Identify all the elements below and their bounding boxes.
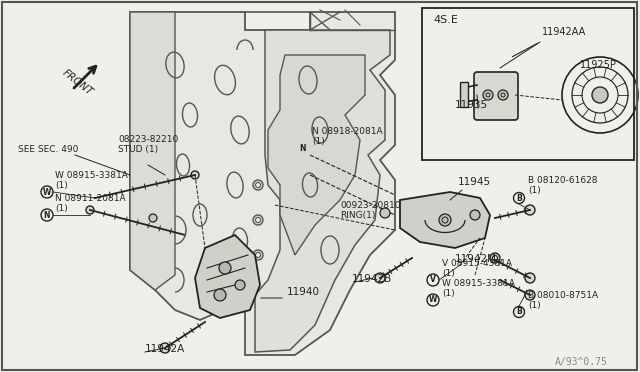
Text: W: W — [429, 295, 437, 305]
Circle shape — [525, 205, 535, 215]
Text: V: V — [430, 276, 436, 285]
Text: 11940: 11940 — [287, 287, 320, 297]
Text: 08223-82210
STUD (1): 08223-82210 STUD (1) — [118, 135, 179, 154]
Text: 11942M: 11942M — [455, 254, 497, 264]
Circle shape — [253, 250, 263, 260]
Text: B 08120-61628
(1): B 08120-61628 (1) — [528, 176, 598, 195]
Text: FRONT: FRONT — [60, 67, 94, 97]
Text: B 08010-8751A
(1): B 08010-8751A (1) — [528, 291, 598, 310]
Circle shape — [255, 253, 260, 257]
Circle shape — [160, 343, 170, 353]
Circle shape — [253, 215, 263, 225]
Circle shape — [470, 210, 480, 220]
Circle shape — [490, 253, 500, 263]
FancyBboxPatch shape — [474, 72, 518, 120]
Text: 4S.E: 4S.E — [433, 15, 458, 25]
Circle shape — [525, 290, 535, 300]
Bar — [460, 82, 468, 107]
Circle shape — [255, 183, 260, 187]
Circle shape — [214, 289, 226, 301]
Text: N 08918-2081A
(1): N 08918-2081A (1) — [312, 126, 383, 146]
Text: 11925P: 11925P — [580, 60, 617, 70]
Circle shape — [137, 194, 149, 206]
Text: 11935: 11935 — [455, 100, 488, 110]
Polygon shape — [268, 55, 365, 255]
Circle shape — [86, 206, 94, 214]
Text: V 08915-4381A
(1): V 08915-4381A (1) — [442, 259, 512, 278]
Circle shape — [493, 256, 497, 260]
Text: 11942AA: 11942AA — [542, 27, 586, 37]
Polygon shape — [130, 12, 395, 355]
Text: B: B — [516, 193, 522, 202]
Text: B: B — [516, 308, 522, 317]
Bar — [422, 8, 634, 160]
Text: A/93^0.75: A/93^0.75 — [555, 357, 608, 367]
Text: 11945: 11945 — [458, 177, 491, 187]
Circle shape — [592, 87, 608, 103]
Polygon shape — [195, 235, 260, 318]
Polygon shape — [130, 12, 175, 290]
Circle shape — [525, 273, 535, 283]
Circle shape — [375, 273, 385, 283]
Text: W 08915-3381A
(1): W 08915-3381A (1) — [442, 279, 515, 298]
Text: N 08911-2081A
(1): N 08911-2081A (1) — [55, 193, 125, 213]
Circle shape — [483, 90, 493, 100]
Text: N: N — [44, 211, 51, 219]
Circle shape — [140, 197, 146, 203]
Text: SEE SEC. 490: SEE SEC. 490 — [18, 145, 78, 154]
Text: 11942A: 11942A — [145, 344, 185, 354]
Text: W: W — [43, 187, 51, 196]
Circle shape — [235, 280, 245, 290]
Text: W 08915-3381A
(1): W 08915-3381A (1) — [55, 171, 128, 190]
Polygon shape — [400, 192, 490, 248]
Text: N: N — [300, 144, 307, 153]
Text: 11942B: 11942B — [352, 274, 392, 284]
Circle shape — [253, 180, 263, 190]
Circle shape — [149, 214, 157, 222]
Circle shape — [439, 214, 451, 226]
Polygon shape — [255, 30, 390, 352]
Circle shape — [191, 171, 199, 179]
Circle shape — [380, 208, 390, 218]
Circle shape — [219, 262, 231, 274]
Circle shape — [255, 218, 260, 222]
Text: 00923-20810
RING(1): 00923-20810 RING(1) — [340, 201, 401, 220]
Circle shape — [498, 90, 508, 100]
Circle shape — [440, 50, 450, 60]
